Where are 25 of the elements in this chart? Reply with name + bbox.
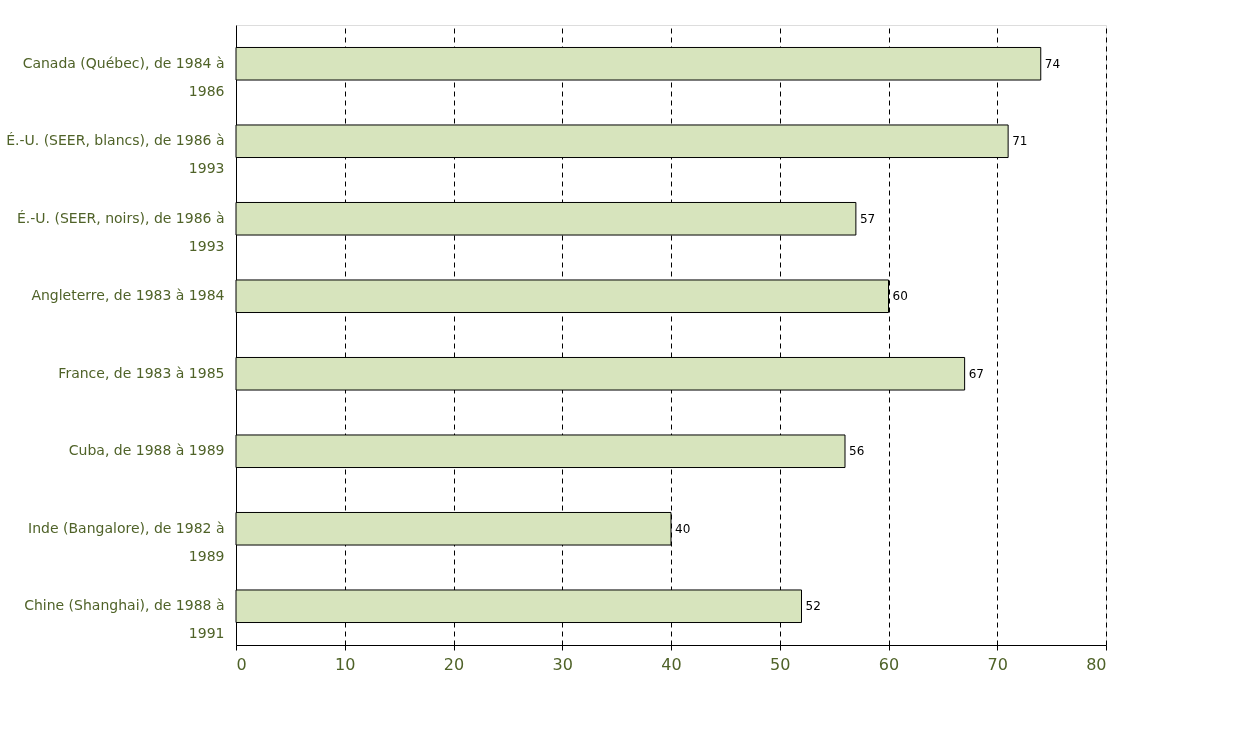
data-label: 52 bbox=[805, 599, 821, 614]
x-tick-label: 20 bbox=[443, 654, 465, 674]
y-tick-label: France, de 1983 à 1985 bbox=[58, 364, 225, 381]
y-tick-label: Chine (Shanghai), de 1988 à 1991 bbox=[24, 597, 225, 642]
y-tick-label: Cuba, de 1988 à 1989 bbox=[68, 442, 225, 459]
data-label: 71 bbox=[1012, 134, 1028, 149]
data-label: 56 bbox=[849, 444, 865, 459]
x-tick-label: 50 bbox=[770, 654, 791, 674]
x-tick-label: 0 bbox=[236, 654, 247, 674]
x-tick-label: 30 bbox=[552, 654, 573, 674]
x-tick-label: 80 bbox=[1086, 654, 1107, 674]
y-tick-label: Inde (Bangalore), de 1982 à 1989 bbox=[28, 519, 225, 564]
x-tick-label: 60 bbox=[878, 654, 900, 674]
x-tick-label: 10 bbox=[335, 654, 356, 674]
y-tick-label: Canada (Québec), de 1984 à 1986 bbox=[22, 54, 225, 99]
data-label: 67 bbox=[968, 366, 984, 381]
data-label: 60 bbox=[892, 289, 908, 304]
x-tick-label: 70 bbox=[987, 654, 1008, 674]
x-tick-label: 40 bbox=[661, 654, 682, 674]
data-label: 57 bbox=[859, 211, 876, 226]
y-tick-label: Angleterre, de 1983 à 1984 bbox=[31, 287, 225, 304]
y-tick-label: É.-U. (SEER, blancs), de 1986 à 1993 bbox=[6, 132, 225, 177]
data-label: 40 bbox=[675, 521, 691, 536]
y-tick-label: É.-U. (SEER, noirs), de 1986 à 1993 bbox=[16, 209, 225, 254]
data-label: 74 bbox=[1044, 56, 1061, 71]
